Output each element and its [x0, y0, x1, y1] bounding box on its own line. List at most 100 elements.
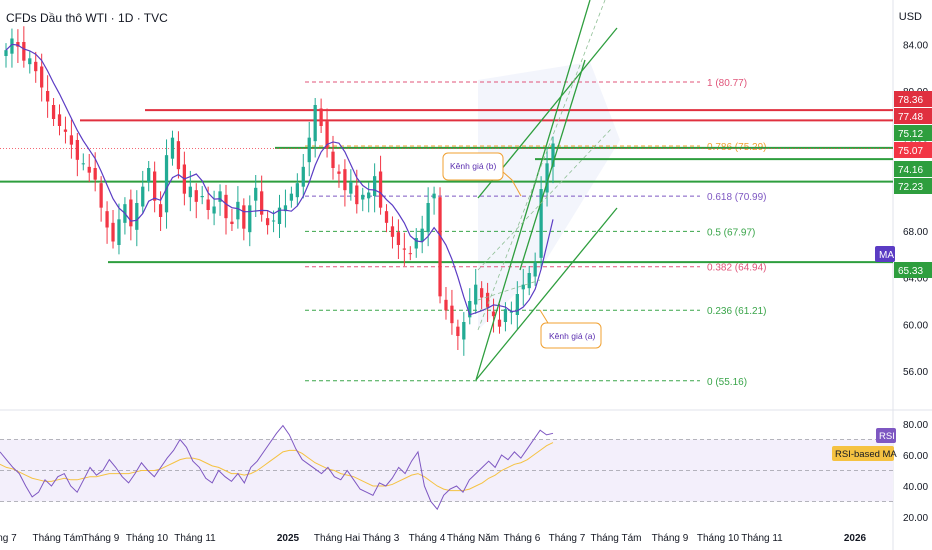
candle-body — [277, 207, 282, 224]
candle-body — [491, 311, 496, 317]
candle-body — [480, 288, 484, 298]
candle-body — [188, 186, 192, 198]
candle-body — [271, 220, 276, 222]
green-level-65-tag-text: 65.33 — [898, 266, 923, 277]
candle-body — [16, 42, 20, 47]
rsi-ma-tag — [832, 446, 894, 461]
candle-body — [301, 166, 305, 187]
candle-body — [194, 190, 198, 202]
fib-label-0: 0 (55.16) — [707, 377, 747, 388]
x-tick-label: Tháng 9 — [83, 533, 120, 544]
candle-body — [22, 42, 26, 61]
rsi-tag-text: RSI — [879, 431, 895, 442]
candle-body — [313, 105, 317, 142]
candle-body — [408, 253, 412, 255]
x-tick-label: Tháng 11 — [741, 533, 783, 544]
candle-body — [527, 273, 531, 289]
candle-body — [521, 284, 525, 290]
x-tick-label: Tháng 11 — [174, 533, 216, 544]
candle-body — [63, 129, 68, 132]
price-tick-label: 64.00 — [903, 274, 928, 285]
candle-body — [432, 193, 436, 199]
ma-tag — [875, 246, 895, 262]
candle-body — [242, 205, 246, 229]
rsi-tick-label: 20.00 — [903, 513, 928, 524]
candle-body — [420, 228, 424, 242]
candle-body — [283, 205, 288, 212]
green-level-75-tag — [894, 125, 932, 141]
candle-body — [289, 193, 294, 201]
rsi-ma-tag-text: RSI-based MA — [835, 449, 897, 460]
currency-label: USD — [898, 11, 922, 23]
red-level-lower-tag — [894, 108, 932, 124]
candle-body — [218, 191, 222, 202]
candle-body — [361, 194, 365, 200]
candle-body — [349, 182, 353, 194]
candle-body — [153, 171, 157, 201]
price-tick-label: 60.00 — [903, 320, 928, 331]
moving-average-line — [5, 43, 554, 316]
candle-body — [141, 186, 145, 207]
candle-body — [93, 168, 97, 180]
candle-body — [372, 176, 377, 196]
x-tick-label: 2025 — [277, 533, 300, 544]
price-tick-label: 68.00 — [903, 227, 928, 238]
candle-body — [4, 50, 8, 56]
candle-body — [147, 168, 151, 182]
candle-body — [438, 197, 442, 297]
channel-midline-b — [477, 127, 613, 271]
candle-body — [414, 238, 418, 249]
candle-body — [396, 232, 401, 245]
green-level-65-tag — [894, 262, 932, 278]
x-tick-label: Tháng 7 — [549, 533, 586, 544]
candle-body — [236, 201, 240, 220]
fib-label-1: 1 (80.77) — [707, 78, 747, 89]
channel-a-label: Kênh giá (a) — [549, 331, 595, 341]
x-tick-label: Tháng 10 — [126, 533, 169, 544]
rsi-tick-label: 60.00 — [903, 451, 928, 462]
candle-body — [497, 319, 502, 327]
candle-body — [57, 114, 62, 126]
candle-body — [390, 226, 395, 237]
candle-body — [456, 326, 460, 336]
candle-body — [384, 211, 389, 223]
fib-label-0.382: 0.382 (64.94) — [707, 263, 767, 274]
candle-body — [248, 205, 252, 233]
red-level-lower-tag-text: 77.48 — [898, 112, 923, 123]
candle-body — [402, 248, 406, 250]
ma-tag-text: MA — [879, 250, 894, 261]
rsi-tag — [876, 428, 896, 443]
channel-a-lower — [475, 207, 618, 381]
candle-body — [533, 262, 537, 277]
last-price-tag-text: 75.07 — [898, 146, 923, 157]
candle-body — [343, 169, 347, 191]
channel-midline-a — [477, 0, 606, 331]
candle-body — [515, 294, 519, 315]
candle-body — [462, 322, 466, 340]
green-level-72-tag-text: 72.23 — [898, 182, 923, 193]
candle-body — [87, 166, 91, 173]
x-tick-label: Tháng 9 — [652, 533, 689, 544]
candle-body — [539, 189, 543, 258]
candle-body — [265, 218, 270, 226]
candle-body — [450, 305, 454, 324]
candle-body — [260, 191, 264, 215]
rsi-line — [0, 424, 554, 511]
x-tick-label: Tháng 10 — [697, 533, 740, 544]
candle-body — [206, 199, 210, 210]
green-level-72-tag — [894, 178, 932, 194]
price-tick-label: 84.00 — [903, 40, 928, 51]
candle-body — [426, 203, 430, 233]
last-price-tag — [894, 142, 932, 158]
rsi-tick-label: 80.00 — [903, 420, 928, 431]
x-tick-label: 2026 — [844, 533, 867, 544]
candle-body — [325, 121, 329, 149]
candle-body — [34, 61, 38, 72]
candle-body — [51, 105, 56, 119]
candle-body — [158, 204, 163, 217]
x-tick-label: Tháng Năm — [447, 533, 499, 544]
candle-body — [468, 301, 472, 318]
candle-body — [81, 163, 85, 165]
candle-body — [295, 183, 299, 198]
